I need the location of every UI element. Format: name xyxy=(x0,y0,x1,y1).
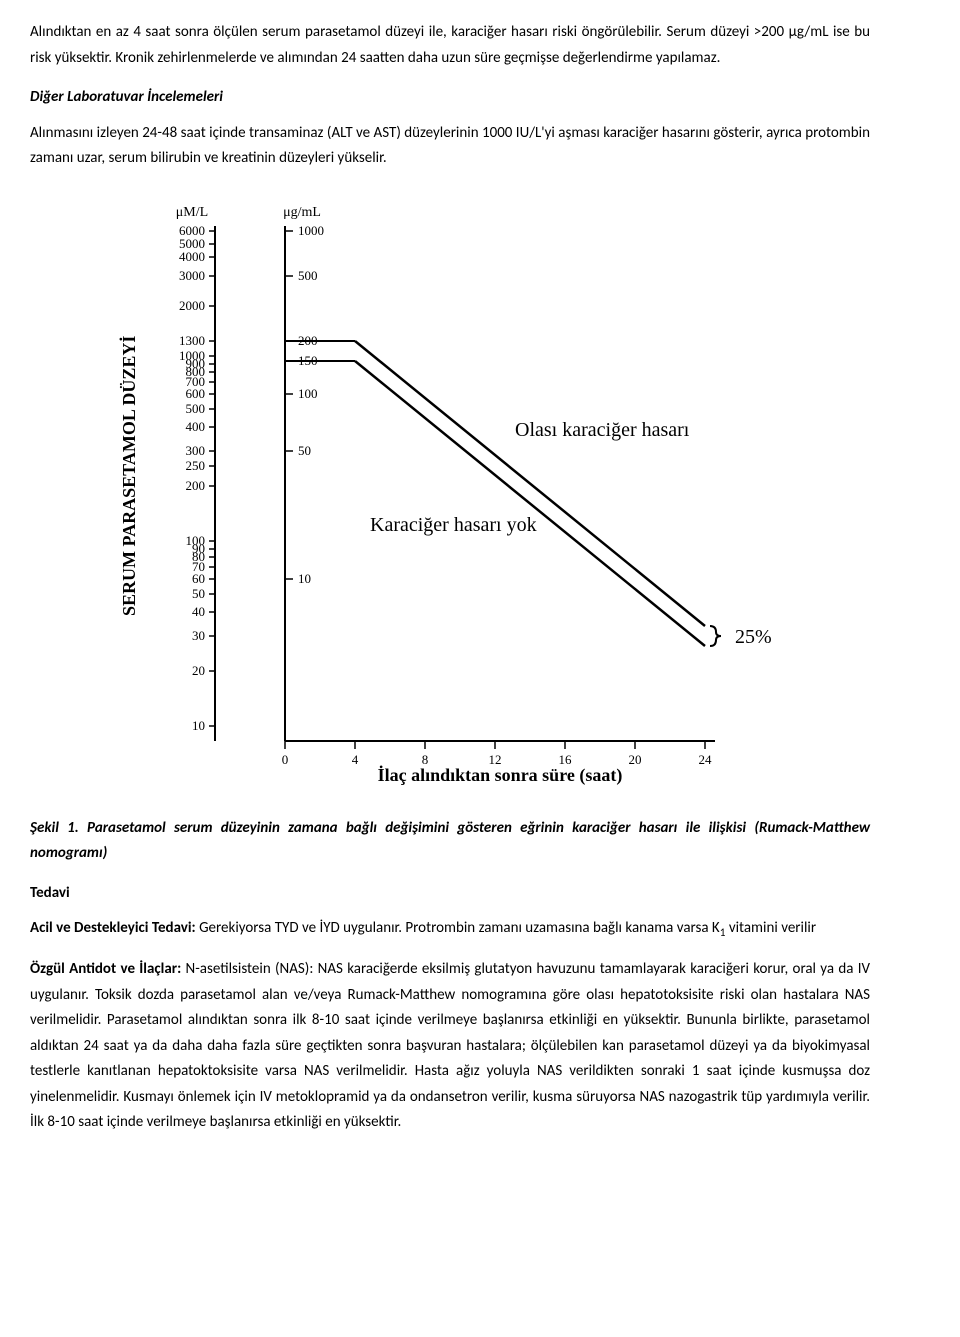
svg-text:1300: 1300 xyxy=(179,333,205,348)
right-unit: μg/mL xyxy=(283,205,321,220)
svg-text:1000: 1000 xyxy=(298,223,324,238)
zone-upper-label: Olası karaciğer hasarı xyxy=(515,419,690,441)
left-unit: μM/L xyxy=(176,205,208,220)
svg-text:2000: 2000 xyxy=(179,298,205,313)
band-bottom-line xyxy=(355,361,705,646)
svg-text:10: 10 xyxy=(298,571,311,586)
para4-body: N-asetilsistein (NAS): NAS karaciğerde e… xyxy=(30,960,870,1131)
paragraph-lab: Alınmasını izleyen 24-48 saat içinde tra… xyxy=(30,121,870,172)
svg-text:600: 600 xyxy=(186,386,206,401)
para3-tail: vitamini verilir xyxy=(725,919,816,937)
paragraph-intro: Alındıktan en az 4 saat sonra ölçülen se… xyxy=(30,20,870,71)
svg-text:250: 250 xyxy=(186,458,206,473)
figure-caption-prefix: Şekil 1. xyxy=(30,819,79,837)
svg-text:50: 50 xyxy=(298,443,311,458)
svg-text:3000: 3000 xyxy=(179,268,205,283)
heading-lab: Diğer Laboratuvar İncelemeleri xyxy=(30,85,870,111)
svg-text:40: 40 xyxy=(192,604,205,619)
svg-text:30: 30 xyxy=(192,628,205,643)
svg-text:50: 50 xyxy=(192,586,205,601)
svg-text:24: 24 xyxy=(699,752,713,767)
svg-text:200: 200 xyxy=(186,478,206,493)
svg-text:100: 100 xyxy=(298,386,318,401)
para3-lead: Acil ve Destekleyici Tedavi: xyxy=(30,919,196,937)
zone-lower-label: Karaciğer hasarı yok xyxy=(370,514,537,536)
para4-lead: Özgül Antidot ve İlaçlar: xyxy=(30,960,181,978)
svg-text:400: 400 xyxy=(186,419,206,434)
nomogram-chart: SERUM PARASETAMOL DÜZEYİ μM/L μg/mL 600 0… xyxy=(30,186,870,786)
figure-caption: Şekil 1. Parasetamol serum düzeyinin zam… xyxy=(30,816,870,867)
svg-text:60: 60 xyxy=(192,571,205,586)
svg-text:4000: 4000 xyxy=(179,249,205,264)
svg-text:500: 500 xyxy=(298,268,318,283)
y-axis-title: SERUM PARASETAMOL DÜZEYİ xyxy=(119,335,139,615)
heading-treatment: Tedavi xyxy=(30,881,870,907)
x-axis-title: İlaç alındıktan sonra süre (saat) xyxy=(378,765,623,786)
svg-text:0: 0 xyxy=(282,752,289,767)
svg-text:20: 20 xyxy=(192,663,205,678)
brace-25 xyxy=(710,626,721,646)
svg-text:4: 4 xyxy=(352,752,359,767)
figure-caption-text: Parasetamol serum düzeyinin zamana bağlı… xyxy=(30,819,870,863)
svg-text:20: 20 xyxy=(629,752,642,767)
brace-label: 25% xyxy=(735,626,772,648)
paragraph-supportive: Acil ve Destekleyici Tedavi: Gerekiyorsa… xyxy=(30,916,870,943)
para3-body: Gerekiyorsa TYD ve İYD uygulanır. Protro… xyxy=(196,919,720,937)
svg-text:500: 500 xyxy=(186,401,206,416)
paragraph-antidote: Özgül Antidot ve İlaçlar: N-asetilsistei… xyxy=(30,957,870,1136)
svg-text:10: 10 xyxy=(192,718,205,733)
svg-text:300: 300 xyxy=(186,443,206,458)
band-top-line xyxy=(355,341,705,626)
